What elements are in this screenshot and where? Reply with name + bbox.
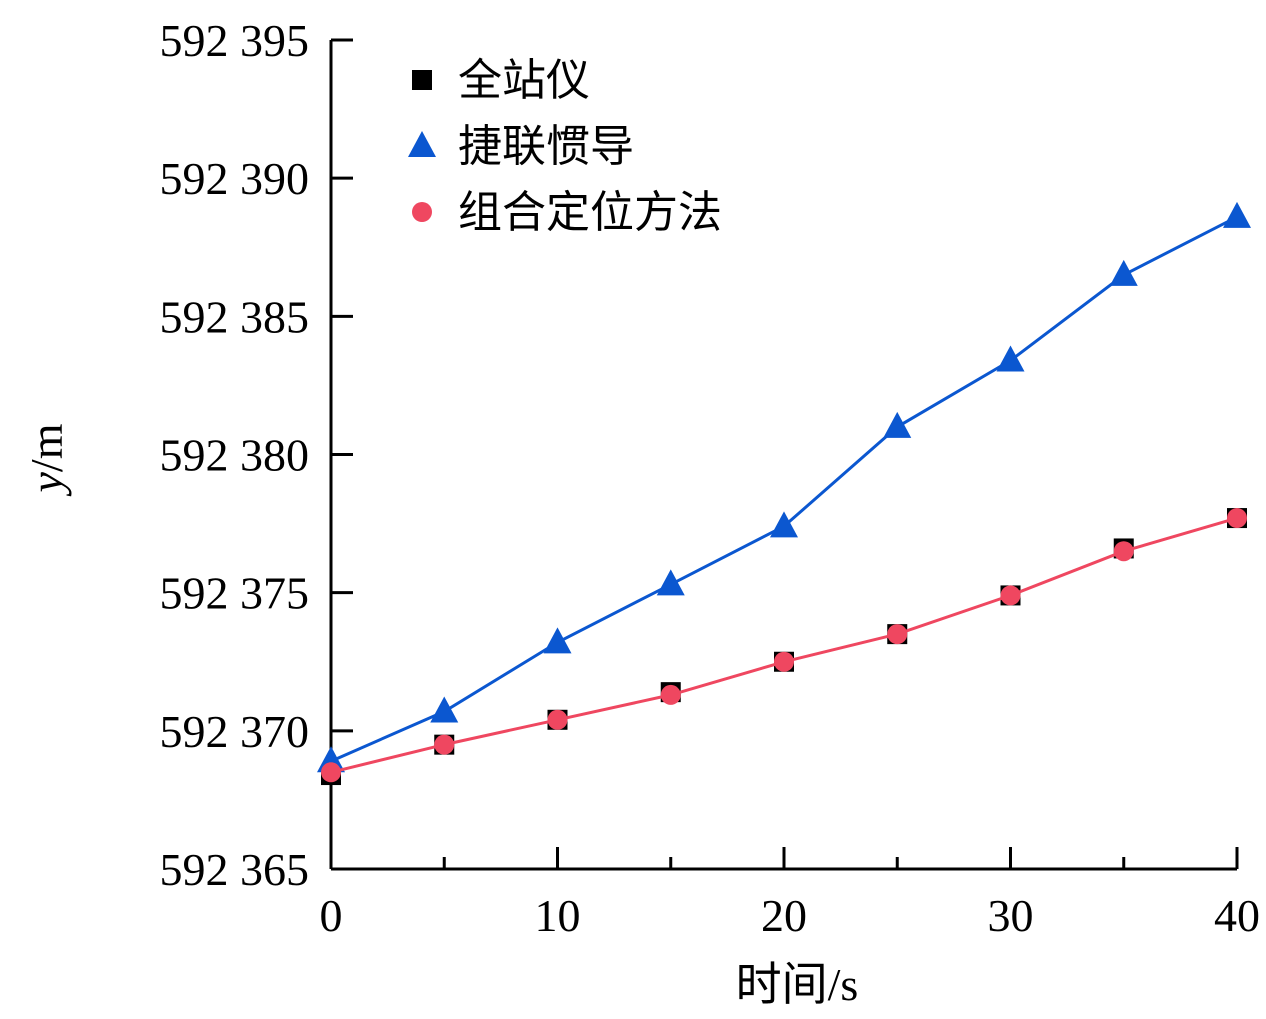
marker-circle <box>1227 508 1247 529</box>
marker-circle <box>321 762 341 783</box>
marker-circle <box>1113 541 1134 562</box>
x-tick-label: 30 <box>988 890 1034 941</box>
series-3 <box>321 508 1247 783</box>
marker-circle <box>774 651 794 672</box>
y-tick-label: 592 365 <box>160 844 310 895</box>
series-line <box>330 516 1238 774</box>
series-line <box>330 215 1238 763</box>
legend-item: 捷联惯导 <box>408 121 634 172</box>
marker-circle <box>1000 585 1021 606</box>
marker-triangle-legend <box>408 131 436 157</box>
legend-item: 组合定位方法 <box>412 187 722 238</box>
marker-triangle <box>996 345 1025 372</box>
marker-circle <box>434 734 455 755</box>
axes: 592 365 592 370 592 375 592 380 592 385 592 3… <box>160 15 1261 941</box>
legend-item: 全站仪 <box>412 55 590 106</box>
y-tick-label: 592 385 <box>160 291 310 342</box>
marker-circle-legend <box>412 202 432 222</box>
marker-circle <box>660 684 681 705</box>
legend-label: 全站仪 <box>458 55 590 106</box>
marker-square-legend <box>412 70 432 90</box>
y-axis-title: y/m <box>21 423 72 496</box>
series-2 <box>317 201 1251 773</box>
x-tick-label: 0 <box>320 890 343 941</box>
marker-triangle <box>883 411 912 438</box>
y-tick-label: 592 380 <box>160 430 310 481</box>
marker-triangle <box>656 569 685 596</box>
marker-triangle <box>770 511 798 538</box>
marker-circle <box>887 624 908 645</box>
x-tick-label: 40 <box>1214 890 1260 941</box>
series-1 <box>321 508 1247 786</box>
marker-circle <box>547 709 568 730</box>
y-tick-label: 592 395 <box>160 15 310 66</box>
marker-triangle <box>543 627 572 654</box>
x-tick-label: 20 <box>761 890 807 941</box>
marker-triangle <box>1223 201 1251 228</box>
marker-triangle <box>430 696 459 723</box>
legend-label: 捷联惯导 <box>458 121 634 172</box>
x-axis-title: 时间/s <box>736 959 859 1010</box>
series-layer <box>317 201 1251 786</box>
y-tick-label: 592 370 <box>160 706 310 757</box>
x-tick-label: 10 <box>535 890 581 941</box>
y-tick-label: 592 375 <box>160 568 310 619</box>
legend-label: 组合定位方法 <box>458 187 722 238</box>
y-tick-label: 592 390 <box>160 153 310 204</box>
marker-triangle <box>1109 259 1138 286</box>
y-axis-title-group: y/m <box>21 423 72 496</box>
